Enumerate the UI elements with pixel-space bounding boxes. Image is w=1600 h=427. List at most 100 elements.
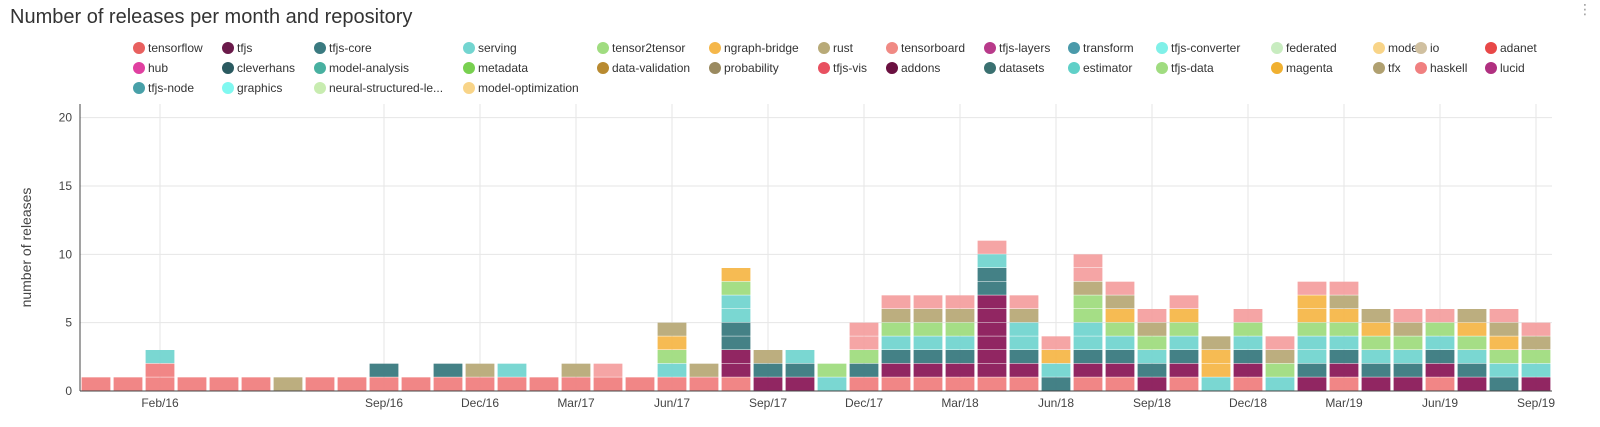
bar-segment-serving[interactable] xyxy=(1457,350,1487,364)
bar-segment-serving[interactable] xyxy=(1425,336,1455,350)
bar-segment-tfjs-core[interactable] xyxy=(1457,363,1487,377)
bar-segment-serving[interactable] xyxy=(1297,350,1327,364)
bar-segment-serving[interactable] xyxy=(1041,363,1071,377)
bar-segment-tfjs-core[interactable] xyxy=(433,363,463,377)
legend-item-rust[interactable]: rust xyxy=(818,41,854,55)
bar-segment-serving[interactable] xyxy=(1009,322,1039,336)
legend-item-tfjs-core[interactable]: tfjs-core xyxy=(314,41,372,55)
bar-segment-tensorboard[interactable] xyxy=(1105,281,1135,295)
bar-segment-tensorflow[interactable] xyxy=(177,377,207,391)
bar-segment-tfjs[interactable] xyxy=(913,363,943,377)
bar-segment-tensor2tensor[interactable] xyxy=(1489,350,1519,364)
bar-segment-rust[interactable] xyxy=(1073,281,1103,295)
bar-segment-serving[interactable] xyxy=(721,309,751,323)
bar-segment-tensorflow[interactable] xyxy=(529,377,559,391)
bar-segment-tensorflow[interactable] xyxy=(305,377,335,391)
bar-segment-rust[interactable] xyxy=(1521,336,1551,350)
bar-segment-tensorflow[interactable] xyxy=(337,377,367,391)
bar-segment-tensor2tensor[interactable] xyxy=(945,322,975,336)
bar-segment-rust[interactable] xyxy=(465,363,495,377)
bar-segment-ngraph-bridge[interactable] xyxy=(1329,309,1359,323)
bar-segment-tfjs-core[interactable] xyxy=(785,363,815,377)
bar-segment-ngraph-bridge[interactable] xyxy=(1169,309,1199,323)
bar-segment-tensor2tensor[interactable] xyxy=(1265,363,1295,377)
bar-segment-tfjs[interactable] xyxy=(1393,377,1423,391)
legend-item-tfjs-vis[interactable]: tfjs-vis xyxy=(818,61,867,75)
legend-item-transform[interactable]: transform xyxy=(1068,41,1134,55)
legend-item-addons[interactable]: addons xyxy=(886,61,940,75)
bar-segment-tfjs-core[interactable] xyxy=(1329,350,1359,364)
legend-item-probability[interactable]: probability xyxy=(709,61,779,75)
bar-segment-tensorboard[interactable] xyxy=(849,336,879,350)
bar-segment-serving[interactable] xyxy=(497,363,527,377)
bar-segment-serving[interactable] xyxy=(1169,336,1199,350)
bar-segment-tensorflow[interactable] xyxy=(1425,377,1455,391)
bar-segment-tensor2tensor[interactable] xyxy=(1073,295,1103,309)
bar-segment-tfjs-core[interactable] xyxy=(977,281,1007,295)
bar-segment-tensorflow[interactable] xyxy=(1329,377,1359,391)
bar-segment-tfjs-core[interactable] xyxy=(721,322,751,336)
bar-segment-tfjs[interactable] xyxy=(785,377,815,391)
legend-item-neural-structured-le-[interactable]: neural-structured-le... xyxy=(314,81,443,95)
bar-segment-serving[interactable] xyxy=(657,363,687,377)
bar-segment-rust[interactable] xyxy=(1009,309,1039,323)
bar-segment-tensorflow[interactable] xyxy=(593,377,623,391)
bar-segment-rust[interactable] xyxy=(881,309,911,323)
bar-segment-serving[interactable] xyxy=(1265,377,1295,391)
bar-segment-tfjs[interactable] xyxy=(1169,363,1199,377)
bar-segment-tensorboard[interactable] xyxy=(913,295,943,309)
bar-segment-serving[interactable] xyxy=(145,350,175,364)
bar-segment-serving[interactable] xyxy=(1073,322,1103,336)
bar-segment-rust[interactable] xyxy=(913,309,943,323)
bar-segment-serving[interactable] xyxy=(817,377,847,391)
bar-segment-tensorboard[interactable] xyxy=(1233,309,1263,323)
bar-segment-tfjs-core[interactable] xyxy=(753,363,783,377)
legend-item-tfjs[interactable]: tfjs xyxy=(222,41,252,55)
bar-segment-serving[interactable] xyxy=(1233,336,1263,350)
bar-segment-tensorboard[interactable] xyxy=(1041,336,1071,350)
bar-segment-tfjs-core[interactable] xyxy=(1073,350,1103,364)
bar-segment-tensor2tensor[interactable] xyxy=(1233,322,1263,336)
bar-segment-tensor2tensor[interactable] xyxy=(913,322,943,336)
bar-segment-tfjs-core[interactable] xyxy=(849,363,879,377)
legend-item-tensor2tensor[interactable]: tensor2tensor xyxy=(597,41,685,55)
bar-segment-tensor2tensor[interactable] xyxy=(1137,336,1167,350)
bar-segment-tensor2tensor[interactable] xyxy=(817,363,847,377)
bar-segment-ngraph-bridge[interactable] xyxy=(1201,350,1231,364)
bar-segment-tfjs-core[interactable] xyxy=(1169,350,1199,364)
bar-segment-tensor2tensor[interactable] xyxy=(721,281,751,295)
bar-segment-tensorflow[interactable] xyxy=(561,377,591,391)
bar-segment-serving[interactable] xyxy=(785,350,815,364)
bar-segment-tfjs-core[interactable] xyxy=(1489,377,1519,391)
legend-item-federated[interactable]: federated xyxy=(1271,41,1337,55)
bar-segment-tfjs-core[interactable] xyxy=(1393,363,1423,377)
bar-segment-tfjs-core[interactable] xyxy=(881,350,911,364)
legend-item-magenta[interactable]: magenta xyxy=(1271,61,1333,75)
bar-segment-tensor2tensor[interactable] xyxy=(1105,322,1135,336)
bar-segment-tensor2tensor[interactable] xyxy=(849,350,879,364)
bar-segment-ngraph-bridge[interactable] xyxy=(1297,295,1327,309)
bar-segment-tensorflow[interactable] xyxy=(497,377,527,391)
bar-segment-tfjs[interactable] xyxy=(977,309,1007,323)
bar-segment-tensorboard[interactable] xyxy=(1073,254,1103,268)
bar-segment-tensorflow[interactable] xyxy=(241,377,271,391)
bar-segment-tensorboard[interactable] xyxy=(1009,295,1039,309)
bar-segment-tensorflow[interactable] xyxy=(369,377,399,391)
bar-segment-ngraph-bridge[interactable] xyxy=(1457,322,1487,336)
bar-segment-tensorflow[interactable] xyxy=(913,377,943,391)
bar-segment-serving[interactable] xyxy=(1393,350,1423,364)
bar-segment-rust[interactable] xyxy=(1457,309,1487,323)
legend-item-tfjs-layers[interactable]: tfjs-layers xyxy=(984,41,1050,55)
bar-segment-tfjs-core[interactable] xyxy=(945,350,975,364)
bar-segment-rust[interactable] xyxy=(1105,295,1135,309)
bar-segment-tensorflow[interactable] xyxy=(881,377,911,391)
legend-item-data-validation[interactable]: data-validation xyxy=(597,61,690,75)
bar-segment-tensorboard[interactable] xyxy=(881,295,911,309)
bar-segment-tfjs[interactable] xyxy=(977,350,1007,364)
bar-segment-serving[interactable] xyxy=(1105,336,1135,350)
bar-segment-rust[interactable] xyxy=(1393,322,1423,336)
bar-segment-tfjs[interactable] xyxy=(1297,377,1327,391)
bar-segment-tfjs-core[interactable] xyxy=(1009,350,1039,364)
bar-segment-tensorboard[interactable] xyxy=(1073,268,1103,282)
bar-segment-tensorflow[interactable] xyxy=(849,377,879,391)
